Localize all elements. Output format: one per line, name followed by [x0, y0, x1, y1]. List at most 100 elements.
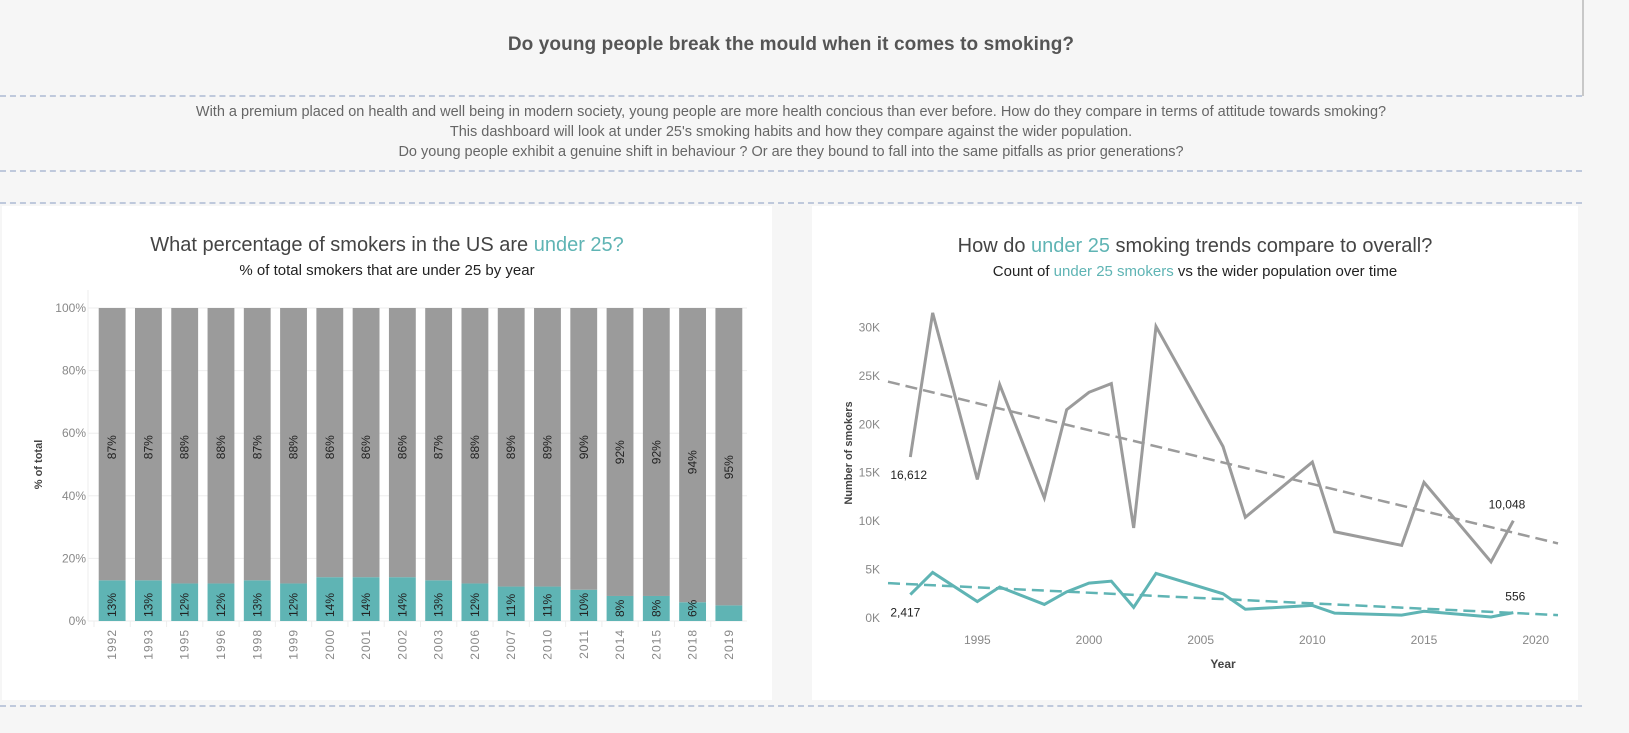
x-tick-label: 2018: [686, 629, 700, 660]
intro-text: With a premium placed on health and well…: [0, 102, 1582, 162]
bar-under25: [280, 583, 307, 621]
y-tick-label: 10K: [859, 514, 880, 528]
dashboard-title: Do young people break the mould when it …: [507, 34, 1075, 55]
x-tick-label: 2000: [323, 629, 337, 660]
bar-label-over25: 94%: [686, 450, 700, 474]
bar-label-over25: 87%: [250, 435, 264, 459]
divider: [0, 705, 1582, 707]
series-line-all: [908, 312, 1515, 565]
data-annotation: 2,417: [890, 606, 920, 620]
stacked-bar-chart: 0% 20% 40% 60% 80% 100% % of total 13% 87% 1992 13…: [33, 290, 747, 660]
bar-label-over25: 88%: [214, 435, 228, 459]
bar-label-under25: 13%: [105, 593, 119, 617]
y-tick-label: 0%: [69, 614, 87, 628]
x-tick-label: 2001: [359, 629, 373, 660]
bar-label-over25: 88%: [468, 435, 482, 459]
percentage-chart-panel: What percentage of smokers in the US are…: [2, 206, 772, 700]
bar-over25: [425, 308, 453, 581]
bar-over25: [171, 308, 199, 584]
line-chart: 0K 5K 10K 15K 20K 25K 30K 1995 2000 2005 2010 2015 2…: [843, 312, 1559, 671]
intro-line: With a premium placed on health and well…: [195, 104, 1387, 120]
bar-over25: [461, 308, 489, 584]
x-tick-label: 2003: [432, 629, 446, 660]
divider: [0, 95, 1582, 97]
bar-over25: [606, 308, 634, 596]
y-tick-label: 0K: [865, 611, 880, 625]
bar-under25: [207, 583, 235, 621]
subtitle-text: Count of: [992, 263, 1054, 280]
bar-under25: [171, 583, 199, 621]
y-axis-title: % of total: [33, 440, 45, 490]
bar-over25: [534, 308, 561, 587]
bar-over25: [316, 308, 344, 578]
bar-label-over25: 86%: [323, 435, 337, 459]
bar-label-under25: 8%: [613, 599, 627, 617]
bar-over25: [642, 308, 670, 596]
divider: [0, 170, 1582, 172]
y-axis-title: Number of smokers: [843, 401, 855, 504]
bar-label-under25: 12%: [287, 593, 301, 617]
bar-label-under25: 10%: [577, 593, 591, 617]
bar-label-over25: 89%: [540, 435, 554, 459]
bar-label-over25: 88%: [287, 435, 301, 459]
bar-label-under25: 11%: [540, 594, 554, 617]
bar-over25: [280, 308, 307, 584]
x-tick-label: 2011: [577, 629, 591, 659]
bar-label-over25: 87%: [105, 435, 119, 459]
bar-over25: [243, 308, 271, 581]
trend-chart-title: How do under 25 smoking trends compare t…: [812, 235, 1578, 258]
bar-label-under25: 6%: [686, 599, 700, 617]
x-tick-label: 2010: [540, 629, 554, 660]
bar-label-over25: 87%: [141, 435, 155, 459]
x-tick-label: 1995: [178, 629, 192, 660]
bar-under25: [352, 577, 380, 621]
x-tick-label: 2015: [1411, 633, 1438, 647]
bar-over25: [715, 308, 743, 606]
x-tick-label: 2005: [1187, 633, 1214, 647]
trend-chart-subtitle: Count of under 25 smokers vs the wider p…: [812, 263, 1578, 280]
y-tick-label: 60%: [62, 426, 86, 440]
bar-under25: [606, 595, 634, 621]
bar-label-under25: 12%: [178, 593, 192, 617]
percentage-chart-subtitle: % of total smokers that are under 25 by …: [239, 262, 535, 279]
bar-label-over25: 87%: [432, 435, 446, 459]
y-tick-label: 30K: [859, 320, 880, 334]
bar-under25: [388, 577, 416, 621]
bar-over25: [679, 308, 707, 603]
x-tick-label: 2010: [1299, 633, 1326, 647]
subtitle-highlight: under 25 smokers: [1053, 263, 1174, 280]
data-annotation: 16,612: [890, 468, 927, 482]
bar-under25: [497, 586, 525, 621]
title-text: What percentage of smokers in the US are: [150, 234, 534, 256]
x-tick-label: 2014: [613, 629, 627, 660]
x-axis-title: Year: [1210, 657, 1236, 671]
bar-label-over25: 90%: [577, 435, 591, 459]
y-tick-label: 5K: [865, 563, 880, 577]
dashboard-header: Do young people break the mould when it …: [0, 0, 1584, 96]
bar-label-over25: 86%: [395, 435, 409, 459]
x-tick-label: 1998: [250, 629, 264, 660]
bar-label-under25: 14%: [359, 593, 373, 617]
x-tick-label: 2002: [395, 629, 409, 660]
x-tick-label: 2006: [468, 629, 482, 660]
y-tick-label: 15K: [859, 466, 880, 480]
title-highlight: under 25: [1031, 235, 1110, 257]
y-tick-label: 25K: [859, 369, 880, 383]
bar-over25: [98, 308, 126, 581]
trend-line-all: [887, 380, 1559, 545]
bar-label-under25: 13%: [141, 593, 155, 617]
x-tick-label: 2000: [1076, 633, 1103, 647]
x-tick-label: 2007: [504, 629, 518, 660]
y-tick-label: 80%: [62, 364, 86, 378]
bar-under25: [534, 586, 561, 621]
bar-over25: [570, 308, 598, 590]
bar-under25: [570, 589, 598, 621]
x-tick-label: 1996: [214, 629, 228, 660]
bar-under25: [679, 602, 707, 621]
y-tick-label: 100%: [55, 301, 86, 315]
bar-label-over25: 86%: [359, 435, 373, 459]
percentage-chart-title: What percentage of smokers in the US are…: [2, 234, 772, 257]
bar-over25: [207, 308, 235, 584]
bar-under25: [461, 583, 489, 621]
bar-label-under25: 14%: [323, 593, 337, 617]
